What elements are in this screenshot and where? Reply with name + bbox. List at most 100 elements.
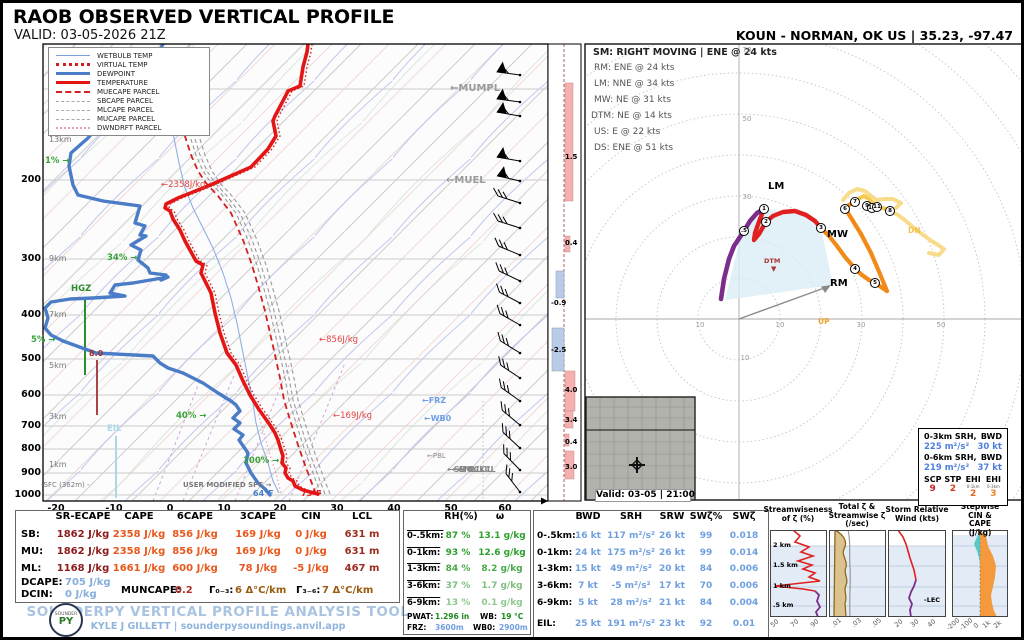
pressure-tick: 700 (21, 420, 41, 431)
level-marker-lines (84, 298, 484, 501)
mumpl-label: ←MUMPL (450, 83, 501, 94)
hgz-label: HGZ (71, 284, 92, 294)
mlcape-swatch-icon (56, 109, 90, 111)
hodo-marker: 6 (840, 204, 850, 214)
temp-tick: 10 (217, 503, 231, 514)
branding-credit: KYLE J GILLETT | sounderpysoundings.anvi… (90, 621, 346, 632)
srw-panel-frame (888, 530, 946, 617)
hodo-marker: 11 (872, 202, 882, 212)
wetbulb-swatch-icon (56, 55, 90, 57)
pressure-tick: 1000 (14, 489, 41, 500)
layer-label: 3-6km: (407, 581, 441, 591)
station-label: KOUN - NORMAN, OK US | 35.23, -97.47 (735, 28, 1013, 43)
srw-value: 21 kt (659, 598, 685, 608)
shear-header: SRH (619, 511, 643, 522)
storm-motion-line: DTM: NE @ 14 kts (591, 111, 672, 121)
omega-value: 3.0 (565, 463, 578, 471)
sounderpy-logo: SOUNDER PY (49, 603, 83, 637)
panel3-title: Storm Relative Wind (kts) (885, 505, 949, 523)
bwd-value: 15 kt (575, 564, 601, 574)
srh-0-6-label: 0-6km SRH, (924, 453, 977, 462)
hail-size-label: 8.0 (89, 349, 104, 358)
shear-header: BWD (575, 511, 601, 522)
storm-motion-line: US: E @ 22 kts (594, 127, 661, 137)
dcape-label: DCAPE: (21, 577, 63, 588)
mucape-swatch-icon (56, 118, 90, 120)
wb-value: 19 °C (501, 612, 524, 621)
ring-label: 50 (936, 321, 946, 329)
wb0-row-label: WB0: (473, 623, 496, 632)
mw-label: MW (827, 229, 848, 240)
rh-value: 37 % (445, 581, 471, 591)
srh-value: -5 m²/s² (611, 581, 651, 591)
swz-pct-value: 99 (699, 531, 713, 541)
hodo-marker: 5 (870, 278, 880, 288)
hodo-trace-0-1km (718, 206, 767, 302)
omega-value: -0.9 (551, 299, 567, 307)
panel-ylabel: 1.5 km (773, 561, 798, 569)
swz-pct-value: 84 (699, 598, 713, 608)
srw-value: 23 kt (659, 619, 685, 629)
skewt-background (43, 44, 581, 501)
map-crosshair-icon (629, 457, 645, 473)
legend-label: MUCAPE PARCEL (97, 115, 155, 124)
omega-value: 4.0 (565, 386, 578, 394)
rh-value: 93 % (445, 548, 471, 558)
hodo-marker: 3 (816, 223, 826, 233)
ml-lcl-label: ←ML LCL (457, 465, 496, 474)
layer-label: 3-6km: (537, 581, 573, 591)
hodo-marker: 8 (885, 206, 895, 216)
swz-pct-value: 92 (699, 619, 713, 629)
omega-frame (547, 43, 582, 502)
idx-sub: 0-1km (966, 484, 980, 489)
pressure-tick: 600 (21, 389, 41, 400)
rh-label: 1% → (45, 156, 70, 166)
rh-value: 87 % (445, 531, 471, 541)
layer-label: 6-9km: (407, 598, 441, 608)
height-tick: 3km (49, 412, 67, 421)
sb-3cape: 169 J/kg (235, 529, 281, 540)
frz-value: 3600m (435, 623, 464, 632)
swz-pct-value: 70 (699, 581, 713, 591)
muecape-swatch-icon (56, 90, 90, 93)
hodo-marker: 4 (850, 264, 860, 274)
bwd-0-6-label: BWD (980, 453, 1002, 462)
temp-tick: 40 (387, 503, 401, 514)
srh-0-3-value: 225 m²/s² (924, 442, 970, 452)
bwd-value: 7 kt (578, 581, 598, 591)
thermo-table-box (15, 510, 400, 603)
pwat-value: 1.296 in (435, 612, 470, 621)
ring-label: 70 (742, 46, 752, 54)
gamma03-label: Γ₀₋₃: (209, 585, 234, 596)
swz-pct-value: 99 (699, 548, 713, 558)
legend-label: SBCAPE PARCEL (97, 97, 153, 106)
storm-motion-line: MW: NE @ 31 kts (594, 95, 671, 105)
srw-value: 26 kt (659, 531, 685, 541)
srh-0-6-value: 219 m²/s² (924, 463, 970, 473)
row-label: MU: (21, 546, 44, 557)
panel-ylabel: .5 km (773, 601, 794, 609)
moisture-table-box (403, 510, 531, 635)
swz-value: 0.004 (729, 598, 759, 608)
mixing-ratio-value: 13.1 g/kg (478, 531, 526, 541)
ml-lcl: 467 m (344, 563, 380, 574)
hodo-marker: 7 (850, 197, 860, 207)
sb-srecape: 1862 J/kg (56, 529, 110, 540)
wb-label: WB: (480, 612, 497, 621)
rh-value: 84 % (445, 564, 471, 574)
streamwiseness-panel-frame (770, 530, 827, 617)
rh-label: 5% → (31, 335, 56, 345)
height-tick: 7km (49, 310, 67, 319)
user-sfc-label: USER MODIFIED SFC → (183, 481, 272, 489)
srh-value: 117 m²/s² (607, 531, 655, 541)
up-label: UP (818, 317, 830, 326)
layer-label: 0-.5km: (407, 531, 444, 541)
omega-value: 3.4 (565, 416, 578, 424)
totalzeta-panel-frame (829, 530, 886, 617)
omega-strip (548, 44, 581, 501)
height-tick: 1km (49, 460, 67, 469)
dwndrft-swatch-icon (56, 127, 90, 130)
mixing-ratio-value: 12.6 g/kg (478, 548, 526, 558)
height-tick: 13km (49, 135, 72, 144)
srh-indices-box: 0-3km SRH, BWD 225 m²/s² 30 kt 0-6km SRH, B… (918, 428, 1008, 506)
